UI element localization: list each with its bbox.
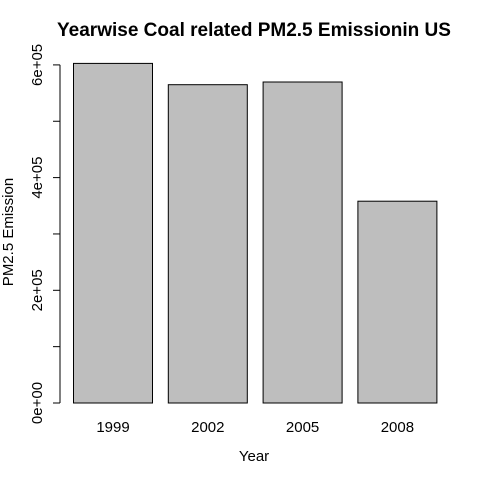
x-tick-label-2005: 2005 (286, 419, 319, 436)
bar-1999 (73, 62, 153, 404)
bars-layer (73, 62, 438, 404)
x-axis-label: Year (239, 448, 269, 465)
y-tick-label: 2e+05 (29, 269, 46, 311)
y-axis-label: PM2.5 Emission (0, 178, 17, 286)
bar-2002 (167, 84, 248, 404)
x-tick-label-1999: 1999 (96, 419, 129, 436)
y-tick-label: 6e+05 (29, 44, 46, 86)
y-tick-label: 4e+05 (29, 157, 46, 199)
x-tick-label-2008: 2008 (381, 419, 414, 436)
bar-2005 (262, 81, 343, 404)
y-axis: 0e+00 2e+05 4e+05 6e+05 (29, 44, 61, 424)
x-tick-label-2002: 2002 (191, 419, 224, 436)
x-tick-labels: 1999 2002 2005 2008 (96, 419, 414, 436)
bar-2008 (357, 200, 438, 404)
chart-title: Yearwise Coal related PM2.5 Emissionin U… (57, 20, 451, 41)
y-tick-label: 0e+00 (29, 382, 46, 424)
